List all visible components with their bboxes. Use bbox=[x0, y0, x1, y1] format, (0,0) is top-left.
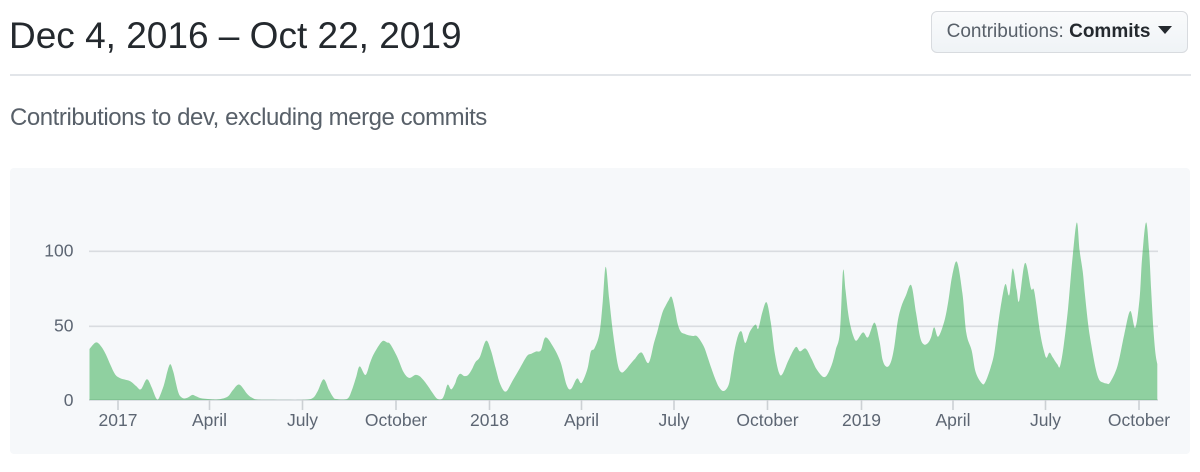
svg-text:October: October bbox=[1108, 410, 1170, 430]
svg-text:July: July bbox=[1030, 410, 1061, 430]
svg-text:July: July bbox=[658, 410, 689, 430]
svg-text:April: April bbox=[564, 410, 599, 430]
svg-text:100: 100 bbox=[44, 241, 73, 261]
svg-text:October: October bbox=[736, 410, 798, 430]
svg-text:2017: 2017 bbox=[99, 410, 138, 430]
svg-text:0: 0 bbox=[64, 390, 74, 410]
svg-text:July: July bbox=[287, 410, 318, 430]
svg-text:April: April bbox=[935, 410, 970, 430]
svg-text:2019: 2019 bbox=[842, 410, 881, 430]
svg-text:October: October bbox=[365, 410, 427, 430]
svg-text:2018: 2018 bbox=[470, 410, 509, 430]
svg-text:April: April bbox=[192, 410, 227, 430]
svg-text:50: 50 bbox=[54, 316, 74, 336]
